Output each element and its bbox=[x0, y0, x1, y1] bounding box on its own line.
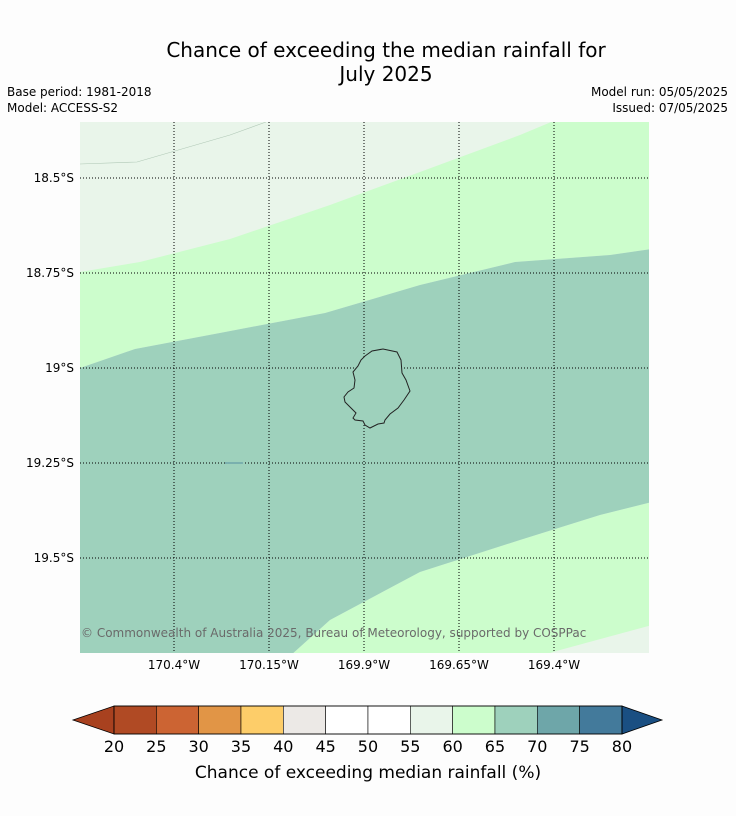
lon-label: 170.15°W bbox=[239, 658, 299, 672]
colorbar-tick-label: 50 bbox=[358, 737, 378, 756]
gridlines bbox=[80, 122, 649, 653]
zone-65-70 bbox=[80, 249, 649, 653]
colorbar-cells bbox=[113, 705, 623, 735]
colorbar-cell bbox=[579, 705, 623, 735]
colorbar-cell bbox=[367, 705, 411, 735]
colorbar-over-arrow bbox=[621, 705, 664, 735]
lon-label: 170.4°W bbox=[148, 658, 200, 672]
issued-text: Issued: 07/05/2025 bbox=[612, 101, 728, 115]
island-coastline bbox=[343, 348, 411, 429]
colorbar-title: Chance of exceeding median rainfall (%) bbox=[195, 763, 541, 783]
longitude-labels: 170.4°W 170.15°W 169.9°W 169.65°W 169.4°… bbox=[148, 658, 580, 672]
lat-label: 18.75°S bbox=[26, 266, 74, 280]
colorbar-tick-label: 75 bbox=[569, 737, 589, 756]
lat-label: 18.5°S bbox=[34, 171, 74, 185]
zone-boundary-line bbox=[80, 122, 267, 165]
map-title: Chance of exceeding the median rainfall … bbox=[0, 38, 736, 86]
colorbar-tick-label: 60 bbox=[442, 737, 462, 756]
colorbar-under-arrow bbox=[71, 705, 115, 735]
zone-60-65 bbox=[80, 122, 649, 653]
meta-right: Model run: 05/05/2025 Issued: 07/05/2025 bbox=[591, 84, 728, 116]
colorbar-cell bbox=[494, 705, 538, 735]
colorbar-tick-label: 80 bbox=[612, 737, 632, 756]
colorbar-cell bbox=[410, 705, 453, 735]
colorbar-cell bbox=[325, 705, 369, 735]
colorbar-cell bbox=[536, 705, 580, 735]
colorbar-cell bbox=[283, 705, 326, 735]
colorbar-tick-label: 25 bbox=[146, 737, 166, 756]
colorbar-cell bbox=[240, 705, 284, 735]
lon-label: 169.65°W bbox=[429, 658, 489, 672]
colorbar-ticks: 20 25 30 35 40 45 50 55 60 65 70 75 80 bbox=[104, 737, 632, 756]
colorbar-outline bbox=[113, 705, 623, 735]
title-line-1: Chance of exceeding the median rainfall … bbox=[166, 38, 606, 62]
map-area bbox=[80, 122, 649, 653]
colorbar-tick-label: 45 bbox=[315, 737, 335, 756]
colorbar-tick-label: 40 bbox=[273, 737, 293, 756]
colorbar-tick-label: 20 bbox=[104, 737, 124, 756]
lat-label: 19°S bbox=[45, 361, 74, 375]
model-text: Model: ACCESS-S2 bbox=[7, 101, 119, 115]
colorbar-cell bbox=[156, 705, 199, 735]
copyright-text: © Commonwealth of Australia 2025, Bureau… bbox=[81, 626, 586, 640]
title-line-2: July 2025 bbox=[339, 62, 433, 86]
lat-label: 19.25°S bbox=[26, 456, 74, 470]
model-run-text: Model run: 05/05/2025 bbox=[590, 85, 728, 99]
colorbar-cell bbox=[198, 705, 242, 735]
lon-label: 169.4°W bbox=[528, 658, 580, 672]
colorbar-tick-label: 35 bbox=[231, 737, 251, 756]
latitude-labels: 18.5°S 18.75°S 19°S 19.25°S 19.5°S bbox=[26, 171, 74, 565]
colorbar: 20 25 30 35 40 45 50 55 60 65 70 75 80 Chance of exc… bbox=[71, 705, 664, 783]
base-period-text: Base period: 1981-2018 bbox=[7, 85, 152, 99]
colorbar-cell bbox=[452, 705, 496, 735]
meta-left: Base period: 1981-2018 Model: ACCESS-S2 bbox=[7, 84, 152, 116]
colorbar-tick-label: 70 bbox=[527, 737, 547, 756]
colorbar-tick-label: 30 bbox=[188, 737, 208, 756]
lat-label: 19.5°S bbox=[34, 551, 74, 565]
colorbar-tick-label: 55 bbox=[400, 737, 420, 756]
lon-label: 169.9°W bbox=[338, 658, 390, 672]
colorbar-cell bbox=[113, 705, 157, 735]
colorbar-tick-label: 65 bbox=[485, 737, 505, 756]
